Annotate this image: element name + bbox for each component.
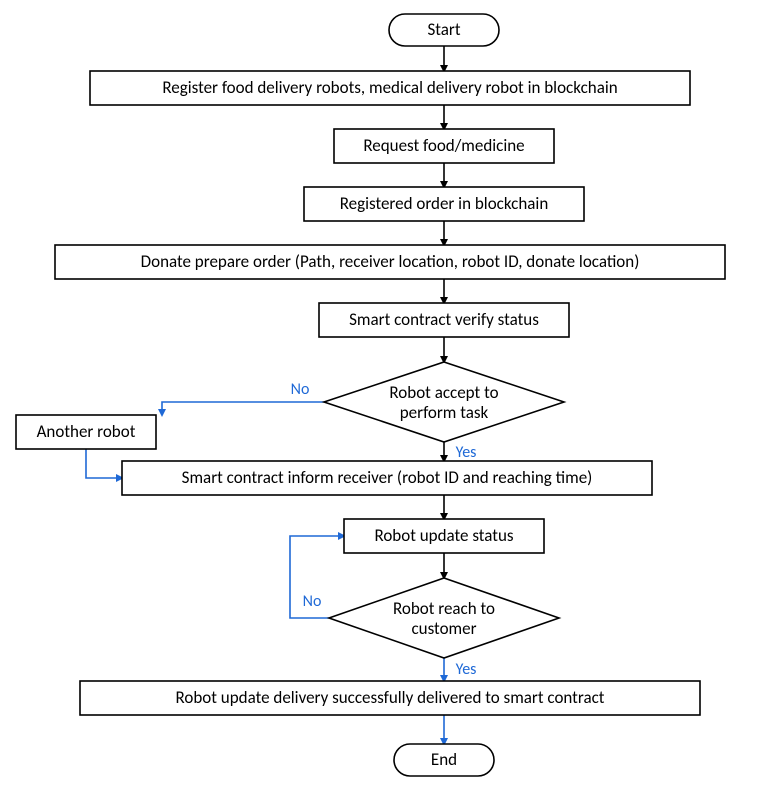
request-node-text: Request food/medicine	[363, 135, 524, 156]
robot-accept-decision: Robot accept toperform task	[324, 362, 564, 442]
robot-reach-decision-text-1: Robot reach to	[393, 598, 495, 619]
start-node-text: Start	[427, 19, 460, 40]
prepare-order-node-text: Donate prepare order (Path, receiver loc…	[141, 251, 640, 272]
edge-d1-n6-label: Yes	[456, 443, 477, 462]
robot-accept-decision-text-1: Robot accept to	[389, 382, 498, 403]
robot-reach-decision: Robot reach tocustomer	[329, 578, 559, 658]
verify-status-node-text: Smart contract verify status	[349, 309, 539, 330]
inform-receiver-node-text: Smart contract inform receiver (robot ID…	[182, 467, 593, 488]
robot-reach-decision-text-2: customer	[411, 618, 476, 639]
edge-d2-no-label: No	[303, 592, 322, 611]
update-status-node: Robot update status	[344, 519, 544, 553]
edge-d1-no	[162, 402, 324, 415]
inform-receiver-node: Smart contract inform receiver (robot ID…	[122, 461, 652, 495]
request-node: Request food/medicine	[334, 129, 554, 163]
edge-d2-n8-label: Yes	[456, 660, 477, 679]
update-delivery-node-text: Robot update delivery successfully deliv…	[176, 687, 605, 708]
edge-d1-no-label: No	[291, 380, 310, 399]
registered-order-node-text: Registered order in blockchain	[340, 193, 549, 214]
verify-status-node: Smart contract verify status	[319, 303, 569, 337]
update-delivery-node: Robot update delivery successfully deliv…	[80, 681, 700, 715]
another-robot-node-text: Another robot	[37, 421, 136, 442]
robot-accept-decision-text-2: perform task	[400, 402, 489, 423]
registered-order-node: Registered order in blockchain	[304, 187, 584, 221]
end-node: End	[394, 744, 494, 776]
update-status-node-text: Robot update status	[374, 525, 513, 546]
register-robots-node: Register food delivery robots, medical d…	[90, 71, 690, 105]
flowchart-canvas: Yes Yes No No Start Register food delivery ro…	[0, 0, 773, 801]
edge-another-n6	[86, 449, 122, 478]
prepare-order-node: Donate prepare order (Path, receiver loc…	[55, 245, 725, 279]
start-node: Start	[389, 14, 499, 46]
register-robots-node-text: Register food delivery robots, medical d…	[162, 77, 617, 98]
another-robot-node: Another robot	[16, 415, 156, 449]
end-node-text: End	[431, 749, 457, 770]
